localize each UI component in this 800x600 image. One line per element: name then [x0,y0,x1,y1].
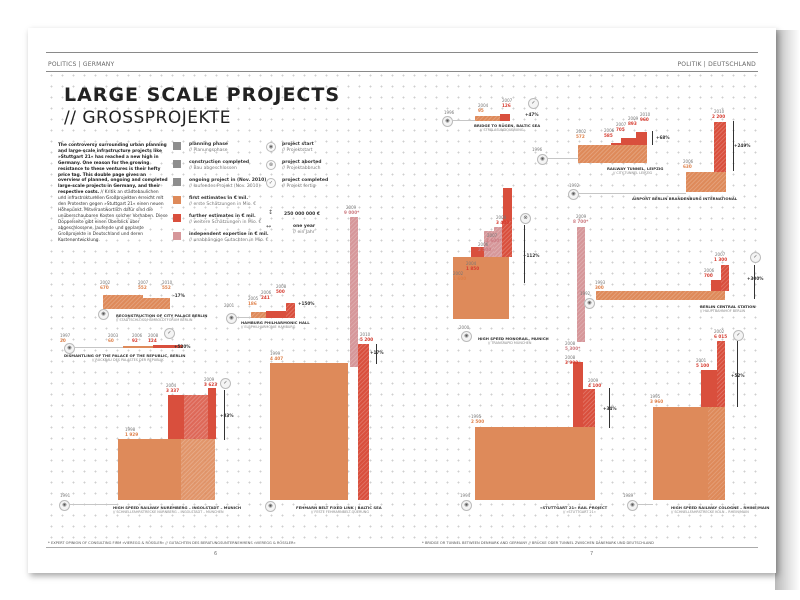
ongoing-swatch [173,178,181,186]
project-start-icon: ◉ [461,500,472,511]
page-number-left: 6 [214,551,218,557]
project-start-icon: ◉ [627,500,638,511]
scale-amount: 250 000 000 € [284,212,321,217]
top-rule [46,52,758,53]
project-completed-icon: ✓ [164,328,175,339]
section-label-left: POLITICS | GERMANY [48,61,115,68]
page-shadow [775,30,800,590]
project-completed-icon: ✓ [220,378,231,389]
scale-horizontal-arrow-icon: ↔ [266,223,272,230]
project-aborted-icon: ⊗ [266,160,276,170]
planning-swatch [173,142,181,150]
scale-time: one year [293,224,316,229]
scale-time-sub: // ein Jahr [293,230,315,235]
page-title: LARGE SCALE PROJECTS [64,84,341,106]
project-aborted-icon: ⊗ [520,213,531,224]
independent-swatch [173,232,181,240]
page-number-right: 7 [590,551,594,557]
project-completed-icon: ✓ [528,98,539,109]
page-subtitle: // GROSSPROJEKTE [64,108,231,128]
further-estimate-swatch [173,214,181,222]
project-completed-icon: ✓ [733,330,744,341]
project-completed-icon: ✓ [750,252,761,263]
project-start-icon: ◉ [568,189,579,200]
project-start-icon: ◉ [98,309,109,320]
footer-rule [46,547,758,548]
intro-english: The controversy surrounding urban planni… [58,143,168,196]
project-start-icon: ◉ [265,501,276,512]
project-start-icon: ◉ [266,142,276,152]
project-start-icon: ◉ [584,298,595,309]
project-start-icon: ◉ [226,313,237,324]
scale-vertical-arrow-icon: ↕ [268,209,274,216]
project-start-icon: ◉ [461,331,472,342]
magazine-spread: POLITICS | GERMANY POLITIK | DEUTSCHLAND… [28,28,776,573]
first-estimate-swatch [173,196,181,204]
project-start-icon: ◉ [59,500,70,511]
footnote-right: * BRIDGE OR TUNNEL BETWEEN DENMARK AND G… [422,541,654,545]
intro-german: // Kritik an städtebaulichen und infrast… [58,190,168,243]
completed-swatch [173,160,181,168]
section-label-right: POLITIK | DEUTSCHLAND [677,61,756,68]
project-completed-icon: ✓ [266,178,276,188]
footnote-left: * EXPERT OPINION OF CONSULTING FIRM »VIE… [48,541,296,545]
project-start-icon: ◉ [64,343,75,354]
intro-text: The controversy surrounding urban planni… [58,143,168,243]
project-start-icon: ◉ [537,154,548,165]
project-start-icon: ◉ [442,116,453,127]
